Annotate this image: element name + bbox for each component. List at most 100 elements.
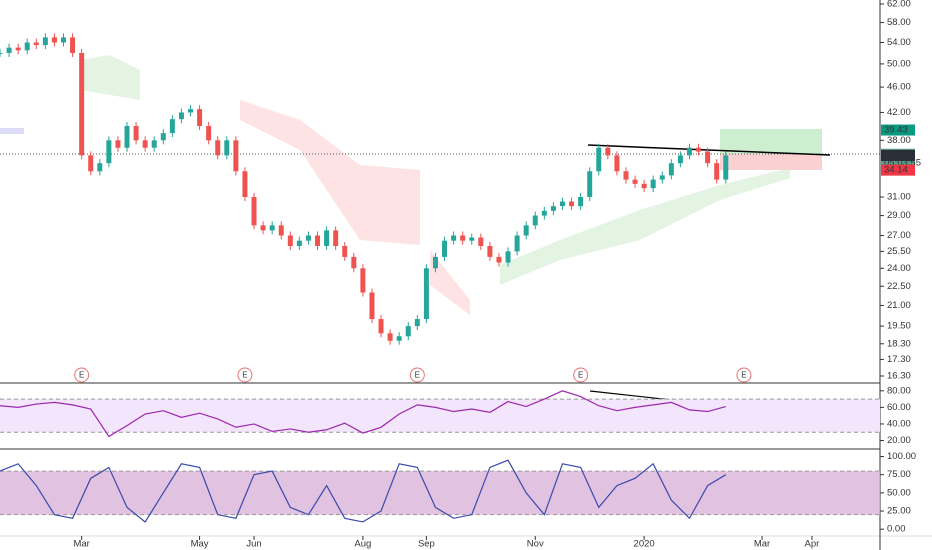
earnings-label: E — [79, 371, 84, 380]
cloud — [430, 250, 470, 315]
x-tick-label: Nov — [527, 539, 544, 550]
candle — [378, 319, 384, 334]
marker — [0, 128, 24, 134]
earnings-label: E — [578, 371, 583, 380]
x-tick-label: May — [191, 539, 209, 550]
candle — [0, 52, 3, 54]
candle — [360, 268, 366, 293]
price-tag-label: 34.14 — [884, 165, 908, 176]
candle — [460, 235, 466, 241]
earnings-label: E — [741, 371, 746, 380]
candle — [6, 47, 12, 53]
x-tick-label: Mar — [73, 539, 89, 550]
candle — [106, 140, 112, 164]
x-tick-label: Jun — [246, 539, 261, 550]
candle — [15, 47, 21, 51]
candle — [287, 235, 293, 246]
profit-zone — [720, 129, 822, 154]
candle — [88, 155, 94, 172]
trend-line — [587, 144, 831, 156]
candle — [151, 140, 157, 148]
y-tick-label: 27.00 — [887, 230, 911, 241]
candle — [197, 109, 203, 127]
candle — [242, 171, 248, 198]
candle — [324, 230, 330, 246]
candle — [496, 256, 502, 263]
candle — [233, 140, 239, 172]
y-tick-label: 19.50 — [887, 321, 911, 332]
y-tick-label: 54.00 — [887, 37, 911, 48]
candle — [79, 52, 85, 156]
y-tick-label: 31.00 — [887, 192, 911, 203]
candle — [305, 235, 311, 241]
candle — [587, 171, 593, 198]
candle — [451, 235, 457, 241]
candle — [705, 151, 711, 164]
band — [0, 471, 880, 515]
cloud — [80, 55, 140, 100]
candle — [206, 126, 212, 141]
candle — [696, 147, 702, 152]
candle — [514, 235, 520, 252]
candle — [487, 245, 493, 257]
candle — [532, 215, 538, 226]
x-tick-label: Mar — [754, 539, 770, 550]
y-tick-label: 50.00 — [887, 58, 911, 69]
band — [0, 399, 880, 433]
candle — [569, 201, 575, 207]
candle — [641, 183, 647, 189]
y-tick-label: 60.00 — [887, 402, 911, 413]
y-tick-label: 42.00 — [887, 107, 911, 118]
y-tick-label: 22.50 — [887, 281, 911, 292]
loss-zone — [720, 154, 822, 170]
candle — [432, 256, 438, 269]
x-tick-label: Apr — [805, 539, 820, 550]
y-tick-label: 16.30 — [887, 371, 911, 382]
candle — [24, 42, 30, 51]
candle — [559, 201, 565, 207]
y-tick-label: 0.00 — [887, 524, 906, 535]
candle — [596, 147, 602, 172]
candle — [133, 126, 139, 141]
price-tag-label: 39.43 — [884, 125, 908, 136]
x-tick-label: Aug — [354, 539, 371, 550]
cloud — [240, 100, 420, 245]
candle — [478, 237, 484, 246]
y-tick-label: 17.30 — [887, 354, 911, 365]
y-tick-label: 29.00 — [887, 210, 911, 221]
candle — [650, 179, 656, 189]
candle — [42, 37, 48, 46]
candle — [278, 225, 284, 236]
indicator-line — [0, 390, 726, 438]
y-tick-label: 24.00 — [887, 263, 911, 274]
earnings-marker — [74, 367, 90, 383]
candle — [333, 230, 339, 246]
candle — [714, 163, 720, 180]
candle — [523, 225, 529, 236]
y-tick-label: 62.00 — [887, 0, 911, 10]
earnings-label: E — [242, 371, 247, 380]
candle — [505, 251, 511, 263]
candle — [351, 256, 357, 269]
candle — [723, 155, 729, 180]
candle — [115, 140, 121, 148]
candle — [215, 140, 221, 156]
candle — [677, 155, 683, 164]
candle — [169, 119, 175, 134]
candle — [387, 333, 393, 341]
candle — [296, 240, 302, 246]
y-tick-label: 58.00 — [887, 17, 911, 28]
price-tag — [881, 124, 915, 136]
earnings-marker — [409, 367, 425, 383]
candle — [160, 133, 166, 141]
earnings-label: E — [415, 371, 420, 380]
candle — [623, 171, 629, 180]
price-tag — [881, 149, 915, 161]
candle — [614, 155, 620, 172]
candle — [269, 225, 275, 231]
y-tick-label: 21.00 — [887, 300, 911, 311]
y-tick-label: 38.00 — [887, 135, 911, 146]
candle — [469, 237, 475, 241]
y-tick-label: 25.00 — [887, 506, 911, 517]
